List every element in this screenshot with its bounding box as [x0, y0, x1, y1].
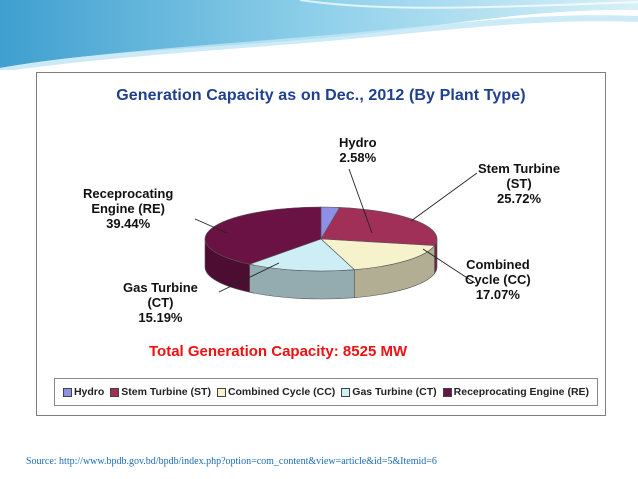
legend-item-stem-turbine: Stem Turbine (ST) [110, 386, 211, 398]
legend-swatch [216, 387, 226, 397]
pie-slice-2 [320, 238, 436, 270]
slice-label-receprocating-engine: Receprocating Engine (RE) 39.44% [83, 186, 174, 231]
legend-swatch [110, 387, 120, 397]
legend-item-combined-cycle: Combined Cycle (CC) [216, 386, 335, 398]
leader-line-4 [194, 218, 228, 234]
pie-slice-4 [204, 206, 322, 265]
legend-item-hydro: Hydro [62, 386, 104, 398]
slice-label-gas-turbine: Gas Turbine (CT) 15.19% [123, 280, 198, 325]
slice-label-combined-cycle: Combined Cycle (CC) 17.07% [465, 257, 531, 302]
chart-frame: Generation Capacity as on Dec., 2012 (By… [36, 72, 606, 416]
legend-swatch [442, 387, 452, 397]
leader-line-0 [348, 168, 373, 234]
source-citation: Source: http://www.bpdb.gov.bd/bpdb/inde… [26, 456, 437, 467]
pie-slice-1 [320, 207, 438, 246]
leader-line-1 [410, 172, 478, 222]
legend-item-receprocating-engine: Receprocating Engine (RE) [442, 386, 589, 398]
legend-item-gas-turbine: Gas Turbine (CT) [341, 386, 437, 398]
leader-line-3 [218, 262, 280, 293]
legend-swatch [341, 387, 351, 397]
chart-legend: Hydro Stem Turbine (ST) Combined Cycle (… [54, 378, 598, 406]
slice-label-stem-turbine: Stem Turbine (ST) 25.72% [478, 161, 561, 206]
pie-chart [194, 168, 478, 300]
total-capacity-label: Total Generation Capacity: 8525 MW [149, 343, 408, 360]
pie-slice-3 [248, 238, 355, 272]
leader-line-2 [422, 248, 476, 284]
legend-swatch [62, 387, 72, 397]
slice-label-hydro: Hydro 2.58% [339, 135, 377, 165]
chart-title: Generation Capacity as on Dec., 2012 (By… [116, 87, 526, 104]
header-wave-decoration [0, 0, 638, 70]
